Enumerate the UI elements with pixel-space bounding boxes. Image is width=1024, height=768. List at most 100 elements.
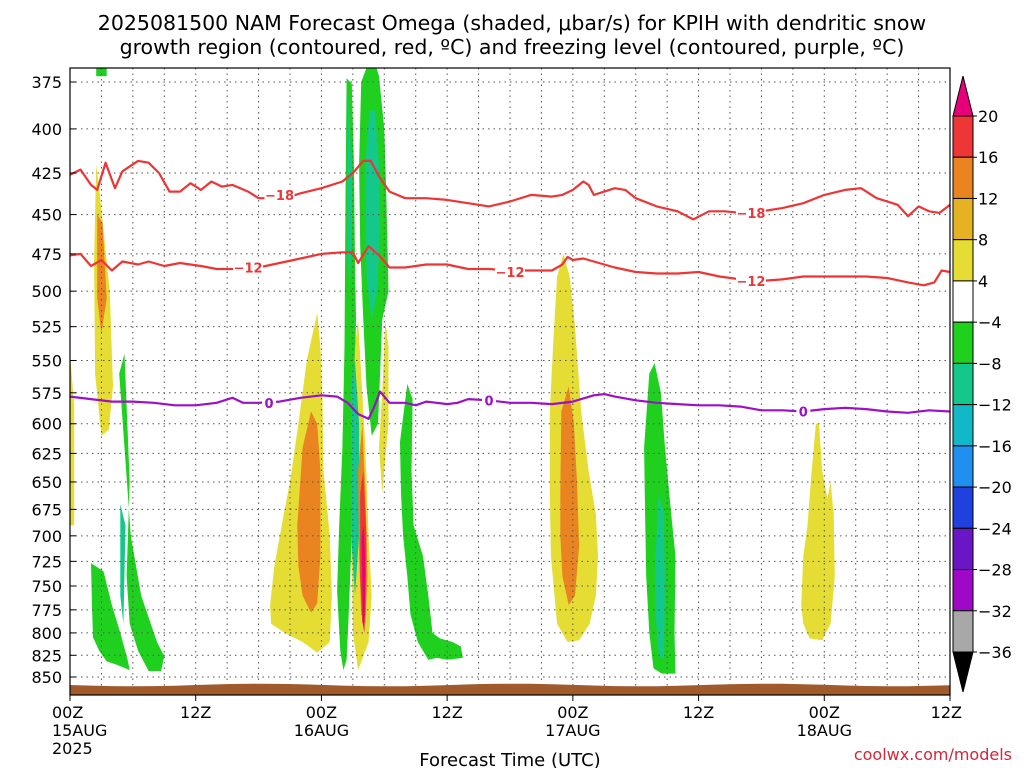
colorbar-band-11 [952, 527, 974, 571]
y-tick-label-575: 575 [31, 384, 62, 403]
y-tick-label-625: 625 [31, 444, 62, 463]
contour-label-bg--12-2 [735, 272, 766, 289]
plot-frame [69, 67, 951, 696]
omega-region-yellow-18 [379, 319, 389, 493]
y-tick-label-775: 775 [31, 601, 62, 620]
x-date-label-24: 16AUG [294, 721, 349, 740]
omega-region-teal-10 [347, 91, 352, 292]
omega-region-teal-6 [120, 504, 126, 624]
colorbar-label-8: −16 [978, 437, 1012, 456]
ground-layer [70, 683, 950, 695]
omega-region-green-3 [96, 68, 107, 77]
contour-line--18-0 [70, 159, 950, 221]
colorbar-label-0: 20 [978, 107, 998, 126]
colorbar-label-13: −36 [978, 643, 1012, 662]
omega-region-orange-2 [97, 214, 107, 334]
colorbar-band-2 [952, 156, 974, 199]
contour-label-bg-0-1 [482, 392, 497, 409]
y-tick-label-375: 375 [31, 73, 62, 92]
y-axis: 375 400 425 450 475 500 525 550 575 600 625 650 675 7… [31, 73, 76, 687]
x-tick-label-48: 00Z [557, 703, 588, 722]
contour-label-0-1: 0 [485, 394, 494, 409]
contour-layer: −18 −18 −12 −12 −12 0 0 0 [70, 159, 950, 421]
contour-label-bg--18-1 [735, 204, 766, 221]
omega-region-orange-21 [560, 386, 580, 606]
y-tick-label-700: 700 [31, 527, 62, 546]
y-tick-label-500: 500 [31, 282, 62, 301]
ground-terrain [70, 683, 950, 695]
colorbar-band-5 [952, 280, 974, 323]
contour-label--18-0: −18 [265, 189, 294, 204]
omega-region-teal-17 [365, 110, 381, 320]
omega-region-teal-23 [655, 493, 665, 660]
contour-label-bg-0-2 [796, 403, 811, 420]
x-tick-label-0: 00Z [52, 703, 83, 722]
contour-label--12-2: −12 [736, 275, 765, 290]
colorbar-label-9: −20 [978, 478, 1012, 497]
omega-region-green-19 [400, 383, 463, 660]
colorbar-band-1 [952, 115, 974, 158]
y-tick-label-650: 650 [31, 473, 62, 492]
omega-region-green-5 [91, 563, 130, 671]
colorbar-label-4: 4 [978, 272, 988, 291]
contour-label-0-2: 0 [799, 406, 808, 421]
colorbar-label-3: 8 [978, 231, 988, 250]
colorbar-bottom-triangle [952, 651, 974, 693]
contour-label-bg--18-0 [264, 186, 295, 203]
colorbar: 20 16 12 8 4 −4 −8 −12 −16 −20 −24 −28 −32 −36 [952, 75, 1012, 693]
y-tick-label-750: 750 [31, 577, 62, 596]
colorbar-band-12 [952, 569, 974, 612]
credit-link[interactable]: coolwx.com/models [854, 745, 1012, 764]
colorbar-band-9 [952, 445, 974, 488]
contour-label-0-0: 0 [265, 397, 274, 412]
omega-region-magenta-15 [361, 525, 366, 633]
contour-label--12-1: −12 [496, 266, 525, 281]
contour-label--12-0: −12 [234, 262, 263, 277]
omega-region-yellow-0 [70, 353, 75, 526]
colorbar-band-8 [952, 404, 974, 447]
x-tick-label-36: 12Z [431, 703, 462, 722]
y-tick-label-600: 600 [31, 415, 62, 434]
omega-region-green-4 [119, 353, 165, 671]
contour-label-bg--12-1 [495, 264, 525, 281]
colorbar-top-triangle [952, 75, 974, 117]
contour-line-0-2 [70, 390, 950, 420]
colorbar-band-3 [952, 197, 974, 241]
y-tick-label-425: 425 [31, 164, 62, 183]
colorbar-label-6: −8 [978, 354, 1002, 373]
colorbar-label-12: −32 [978, 602, 1012, 621]
colorbar-label-2: 12 [978, 189, 998, 208]
x-date-label-48: 17AUG [545, 721, 600, 740]
colorbar-band-10 [952, 486, 974, 529]
colorbar-label-1: 16 [978, 148, 998, 167]
y-tick-label-550: 550 [31, 351, 62, 370]
y-tick-label-825: 825 [31, 646, 62, 665]
omega-region-yellow-24 [801, 423, 835, 641]
x-tick-label-12: 12Z [180, 703, 211, 722]
omega-shading-layer [70, 68, 835, 674]
colorbar-band-4 [952, 239, 974, 282]
y-tick-label-450: 450 [31, 206, 62, 225]
y-tick-label-725: 725 [31, 552, 62, 571]
y-tick-label-525: 525 [31, 318, 62, 337]
y-tick-label-400: 400 [31, 120, 62, 139]
x-tick-label-84: 12Z [931, 703, 962, 722]
x-date-label-72: 18AUG [797, 721, 852, 740]
contour-line--12-1 [70, 245, 950, 287]
x-tick-label-72: 00Z [809, 703, 840, 722]
colorbar-label-11: −28 [978, 561, 1012, 580]
colorbar-band-13 [952, 610, 974, 653]
colorbar-label-10: −24 [978, 519, 1012, 538]
chart-title-line-2: growth region (contoured, red, ºC) and f… [120, 35, 905, 59]
colorbar-label-7: −12 [978, 396, 1012, 415]
colorbar-label-5: −4 [978, 313, 1002, 332]
x-tick-label-60: 12Z [683, 703, 714, 722]
y-tick-label-850: 850 [31, 668, 62, 687]
x-tick-label-24: 00Z [306, 703, 337, 722]
contour-label--18-1: −18 [736, 207, 765, 222]
x-date-label-0: 15AUG [52, 721, 107, 740]
x-axis-title: Forecast Time (UTC) [419, 750, 600, 768]
y-tick-label-675: 675 [31, 500, 62, 519]
y-tick-label-475: 475 [31, 245, 62, 264]
